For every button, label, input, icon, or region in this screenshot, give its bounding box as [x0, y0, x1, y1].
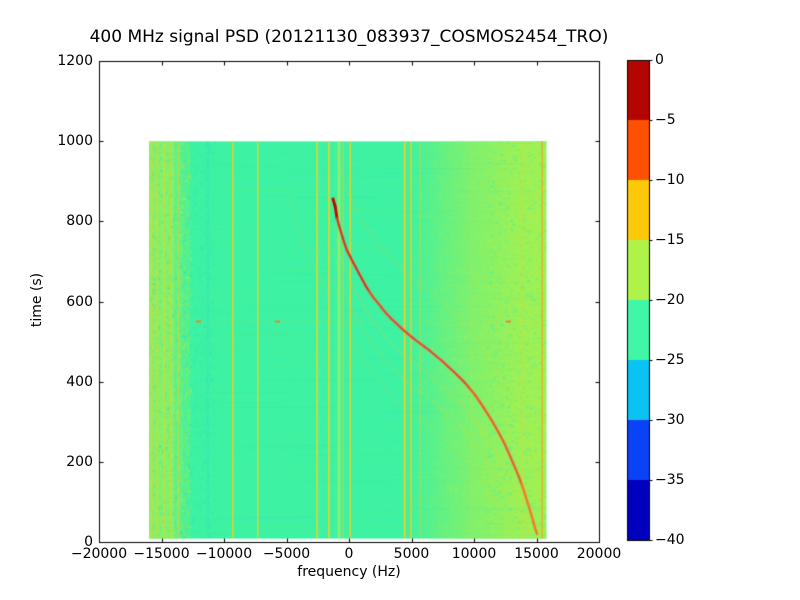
y-tick-label: 600	[66, 293, 93, 310]
y-tick-label: 800	[66, 213, 93, 230]
colorbar-tick-label: −35	[655, 472, 685, 488]
colorbar-tick-label: 0	[655, 52, 664, 68]
x-axis-label: frequency (Hz)	[297, 564, 401, 580]
x-tick-label: 5000	[393, 546, 430, 562]
colorbar-tick-label: −5	[655, 112, 676, 128]
x-tick-label: −20000	[70, 546, 128, 562]
y-tick-label: 0	[84, 534, 93, 550]
colorbar-tick-label: −10	[655, 172, 685, 188]
x-tick-label: 20000	[576, 546, 622, 562]
x-tick-label: 0	[344, 546, 354, 562]
x-tick-label: −15000	[133, 546, 190, 562]
plot-title: 400 MHz signal PSD (20121130_083937_COSM…	[89, 27, 609, 47]
x-tick-label: 15000	[514, 546, 559, 562]
y-tick-label: 1200	[57, 53, 93, 69]
colorbar-tick-label: −15	[655, 232, 685, 248]
colorbar-tick-label: −25	[655, 352, 685, 368]
colorbar-tick-label: −20	[655, 292, 685, 308]
x-tick-label: −10000	[195, 546, 253, 562]
colorbar-tick-label: −30	[655, 412, 685, 428]
y-tick-label: 1000	[57, 133, 93, 150]
y-tick-label: 200	[66, 453, 93, 470]
x-tick-label: −5000	[262, 546, 311, 562]
colorbar-tick-label: −40	[655, 532, 685, 548]
y-tick-label: 400	[66, 373, 93, 390]
x-tick-label: 10000	[451, 546, 497, 562]
